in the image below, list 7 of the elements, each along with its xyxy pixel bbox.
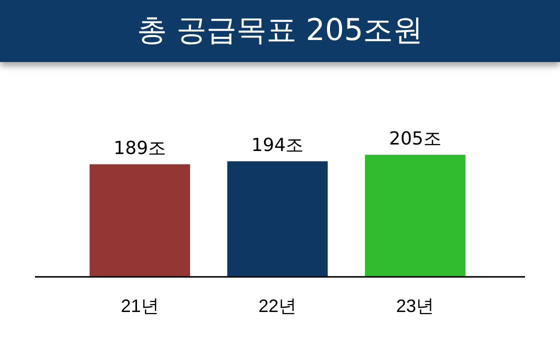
data-label: 194조 — [251, 134, 304, 156]
chart-title: 총 공급목표 205조원 — [0, 0, 560, 62]
x-tick-label: 23년 — [396, 296, 434, 316]
x-tick-label: 21년 — [120, 296, 159, 316]
x-tick-label: 22년 — [258, 296, 297, 316]
data-label: 205조 — [388, 128, 442, 150]
data-label: 189조 — [114, 138, 166, 159]
